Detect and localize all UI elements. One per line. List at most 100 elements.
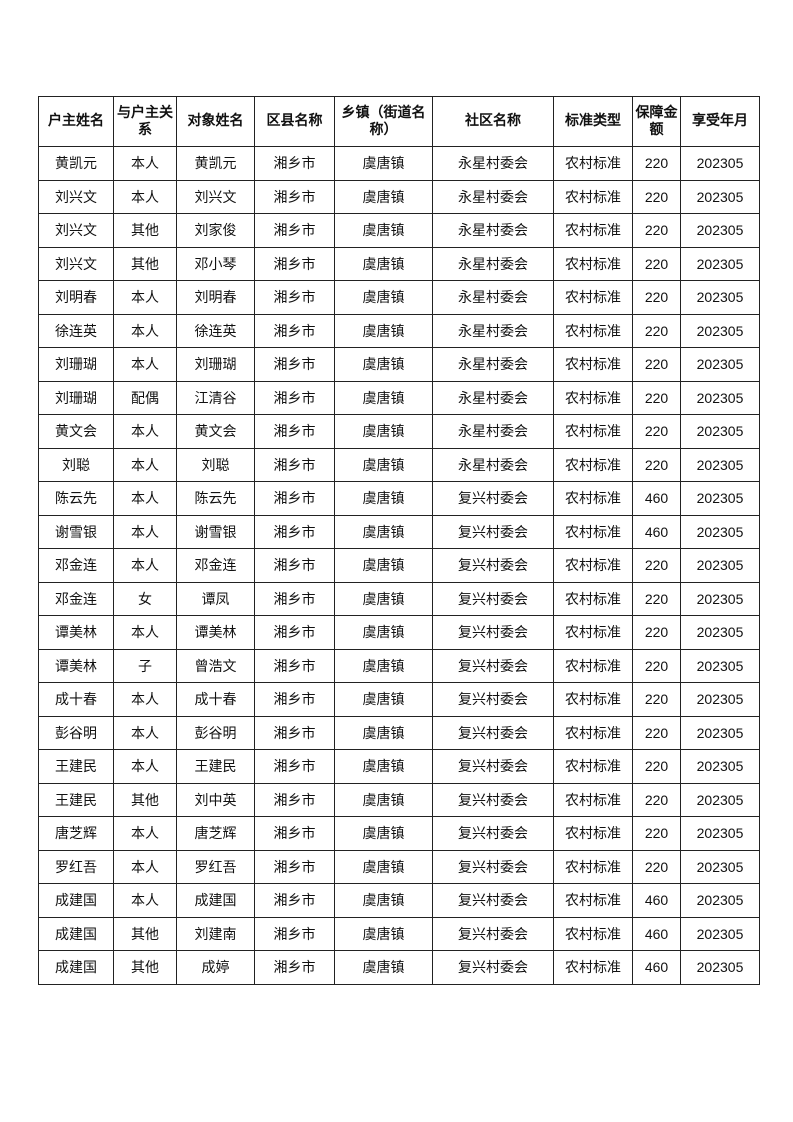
table-cell: 202305	[680, 246, 760, 281]
table-cell: 本人	[113, 447, 177, 482]
table-cell: 湘乡市	[254, 682, 335, 717]
table-cell: 202305	[680, 179, 760, 214]
table-cell: 农村标准	[553, 782, 633, 817]
table-cell: 本人	[113, 548, 177, 583]
table-row: 黄文会 本人 黄文会 湘乡市 虞唐镇 永星村委会 农村标准 220 202305	[38, 414, 760, 449]
table-cell: 202305	[680, 548, 760, 583]
table-row: 刘珊瑚 配偶 江清谷 湘乡市 虞唐镇 永星村委会 农村标准 220 202305	[38, 380, 760, 415]
header-row: 户主姓名 与户主关系 对象姓名 区县名称 乡镇（街道名称） 社区名称 标准类型 保障金额 享受年…	[38, 96, 760, 147]
table-row: 成建国 其他 成婷 湘乡市 虞唐镇 复兴村委会 农村标准 460 202305	[38, 950, 760, 985]
table-cell: 农村标准	[553, 179, 633, 214]
table-cell: 202305	[680, 213, 760, 248]
header-relation: 与户主关系	[113, 96, 177, 147]
table-cell: 虞唐镇	[334, 816, 433, 851]
table-cell: 460	[632, 950, 681, 985]
table-cell: 其他	[113, 246, 177, 281]
header-recipient-name: 对象姓名	[176, 96, 255, 147]
table-cell: 黄文会	[38, 414, 114, 449]
table-cell: 农村标准	[553, 682, 633, 717]
table-cell: 202305	[680, 648, 760, 683]
table-cell: 460	[632, 481, 681, 516]
table-cell: 虞唐镇	[334, 950, 433, 985]
table-cell: 湘乡市	[254, 581, 335, 616]
table-cell: 永星村委会	[432, 246, 554, 281]
table-cell: 黄文会	[176, 414, 255, 449]
table-cell: 永星村委会	[432, 414, 554, 449]
table-cell: 刘聪	[38, 447, 114, 482]
table-row: 邓金连 本人 邓金连 湘乡市 虞唐镇 复兴村委会 农村标准 220 202305	[38, 548, 760, 583]
table-cell: 本人	[113, 883, 177, 918]
table-cell: 虞唐镇	[334, 849, 433, 884]
table-cell: 湘乡市	[254, 615, 335, 650]
table-cell: 虞唐镇	[334, 615, 433, 650]
table-cell: 220	[632, 715, 681, 750]
table-cell: 虞唐镇	[334, 883, 433, 918]
table-cell: 农村标准	[553, 380, 633, 415]
table-cell: 220	[632, 581, 681, 616]
table-cell: 虞唐镇	[334, 280, 433, 315]
table-cell: 湘乡市	[254, 916, 335, 951]
table-cell: 刘明春	[176, 280, 255, 315]
table-cell: 220	[632, 816, 681, 851]
table-cell: 王建民	[176, 749, 255, 784]
table-cell: 邓小琴	[176, 246, 255, 281]
table-cell: 农村标准	[553, 280, 633, 315]
table-cell: 刘珊瑚	[38, 380, 114, 415]
table-cell: 220	[632, 648, 681, 683]
table-cell: 谭凤	[176, 581, 255, 616]
table-cell: 湘乡市	[254, 280, 335, 315]
table-cell: 湘乡市	[254, 347, 335, 382]
table-cell: 220	[632, 347, 681, 382]
table-row: 谢雪银 本人 谢雪银 湘乡市 虞唐镇 复兴村委会 农村标准 460 202305	[38, 514, 760, 549]
table-cell: 220	[632, 447, 681, 482]
table-cell: 460	[632, 514, 681, 549]
table-cell: 虞唐镇	[334, 514, 433, 549]
table-cell: 复兴村委会	[432, 481, 554, 516]
table-cell: 谢雪银	[176, 514, 255, 549]
table-cell: 虞唐镇	[334, 782, 433, 817]
table-cell: 谢雪银	[38, 514, 114, 549]
table-cell: 虞唐镇	[334, 414, 433, 449]
table-cell: 湘乡市	[254, 648, 335, 683]
table-row: 刘珊瑚 本人 刘珊瑚 湘乡市 虞唐镇 永星村委会 农村标准 220 202305	[38, 347, 760, 382]
table-cell: 虞唐镇	[334, 682, 433, 717]
table-row: 彭谷明 本人 彭谷明 湘乡市 虞唐镇 复兴村委会 农村标准 220 202305	[38, 715, 760, 750]
table-cell: 永星村委会	[432, 280, 554, 315]
table-cell: 本人	[113, 816, 177, 851]
table-cell: 虞唐镇	[334, 648, 433, 683]
table-cell: 本人	[113, 179, 177, 214]
table-cell: 虞唐镇	[334, 749, 433, 784]
table-cell: 202305	[680, 715, 760, 750]
table-cell: 202305	[680, 280, 760, 315]
table-cell: 农村标准	[553, 816, 633, 851]
table-cell: 202305	[680, 313, 760, 348]
table-cell: 220	[632, 313, 681, 348]
table-row: 陈云先 本人 陈云先 湘乡市 虞唐镇 复兴村委会 农村标准 460 202305	[38, 481, 760, 516]
table-cell: 刘中英	[176, 782, 255, 817]
table-cell: 刘兴文	[38, 179, 114, 214]
table-cell: 刘珊瑚	[176, 347, 255, 382]
table-row: 成十春 本人 成十春 湘乡市 虞唐镇 复兴村委会 农村标准 220 202305	[38, 682, 760, 717]
table-cell: 谭美林	[38, 648, 114, 683]
table-cell: 成十春	[176, 682, 255, 717]
table-row: 谭美林子曾浩文 湘乡市 虞唐镇 复兴村委会 农村标准 220 202305	[38, 648, 760, 683]
table-cell: 复兴村委会	[432, 682, 554, 717]
table-cell: 虞唐镇	[334, 481, 433, 516]
table-cell: 徐连英	[38, 313, 114, 348]
table-cell: 湘乡市	[254, 146, 335, 181]
table-cell: 虞唐镇	[334, 313, 433, 348]
table-cell: 彭谷明	[38, 715, 114, 750]
table-cell: 202305	[680, 816, 760, 851]
table-cell: 成建国	[38, 950, 114, 985]
table-cell: 唐芝辉	[38, 816, 114, 851]
table-cell: 本人	[113, 715, 177, 750]
table-cell: 农村标准	[553, 313, 633, 348]
table-cell: 湘乡市	[254, 179, 335, 214]
table-cell: 202305	[680, 347, 760, 382]
table-cell: 农村标准	[553, 213, 633, 248]
header-amount: 保障金额	[632, 96, 681, 147]
table-cell: 复兴村委会	[432, 849, 554, 884]
table-cell: 农村标准	[553, 414, 633, 449]
table-cell: 刘明春	[38, 280, 114, 315]
table-cell: 农村标准	[553, 347, 633, 382]
